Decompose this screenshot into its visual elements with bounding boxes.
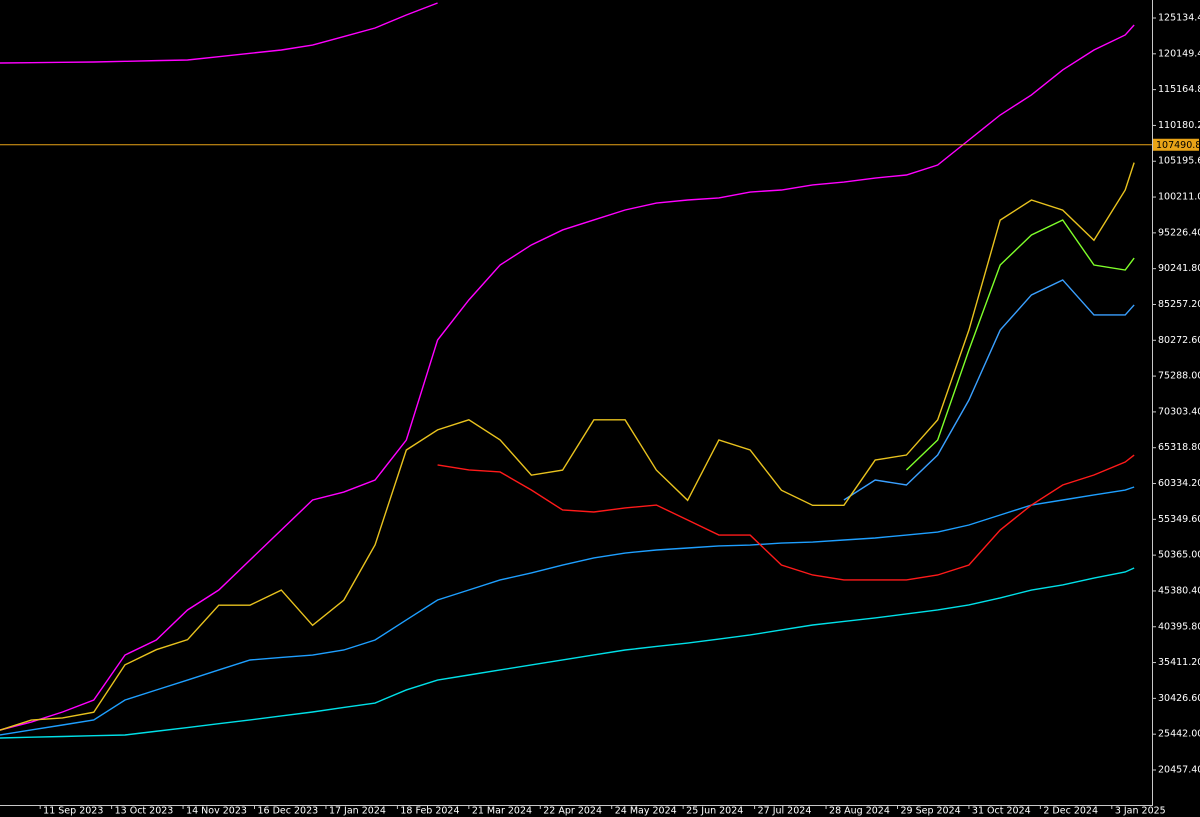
y-tick-label: 90241.80 [1158, 263, 1200, 274]
y-tick-label: 40395.80 [1158, 621, 1200, 632]
series-line [0, 162, 1135, 731]
y-tick-label: 50365.00 [1158, 550, 1200, 561]
y-tick-label: 95226.40 [1158, 227, 1200, 238]
y-tick-label: 85257.20 [1158, 299, 1200, 310]
x-tick-label: 3 Jan 2025 [1115, 806, 1166, 817]
series-line [0, 24, 1135, 731]
x-tick-label: 27 Jul 2024 [758, 806, 812, 817]
y-tick-label: 35411.20 [1158, 657, 1200, 668]
x-tick-label: 25 Jun 2024 [686, 806, 743, 817]
x-tick-label: 24 May 2024 [615, 806, 677, 817]
y-tick-label: 65318.80 [1158, 442, 1200, 453]
x-tick-label: 16 Dec 2023 [258, 806, 319, 817]
y-tick-label: 70303.40 [1158, 406, 1200, 417]
y-tick-label: 30426.60 [1158, 693, 1200, 704]
y-tick-label: 105195.60 [1158, 156, 1200, 167]
y-tick-label: 120149.40 [1158, 48, 1200, 59]
series-line [0, 2, 438, 64]
last-price-box [1153, 138, 1199, 151]
y-tick-label: 115164.80 [1158, 84, 1200, 95]
x-tick-label: 17 Jan 2024 [329, 806, 386, 817]
x-tick-label: 13 Oct 2023 [115, 806, 174, 817]
y-tick-label: 20457.40 [1158, 764, 1200, 775]
x-tick-label: 29 Sep 2024 [900, 806, 960, 817]
x-tick-label: 14 Nov 2023 [186, 806, 247, 817]
last-price-label: 107490.80 [1156, 140, 1200, 151]
x-tick-label: 11 Sep 2023 [43, 806, 103, 817]
x-tick-label: 21 Mar 2024 [472, 806, 532, 817]
y-tick-label: 80272.60 [1158, 335, 1200, 346]
series-line [0, 567, 1135, 739]
x-tick-label: 18 Feb 2024 [400, 806, 459, 817]
plot-area [0, 2, 1152, 739]
y-tick-label: 25442.00 [1158, 729, 1200, 740]
series-line [437, 454, 1135, 581]
x-tick-label: 22 Apr 2024 [543, 806, 602, 817]
y-tick-label: 125134.40 [1158, 13, 1200, 24]
y-tick-label: 60334.20 [1158, 478, 1200, 489]
x-tick-label: 28 Aug 2024 [829, 806, 890, 817]
y-tick-label: 55349.60 [1158, 514, 1200, 525]
y-tick-label: 100211.00 [1158, 192, 1200, 203]
x-tick-label: 31 Oct 2024 [972, 806, 1031, 817]
series-line [843, 279, 1135, 501]
series-line [905, 219, 1135, 471]
y-tick-label: 75288.00 [1158, 371, 1200, 382]
series-line [0, 486, 1135, 736]
x-tick-label: 2 Dec 2024 [1043, 806, 1098, 817]
y-tick-label: 110180.20 [1158, 120, 1200, 131]
y-tick-label: 45380.40 [1158, 585, 1200, 596]
